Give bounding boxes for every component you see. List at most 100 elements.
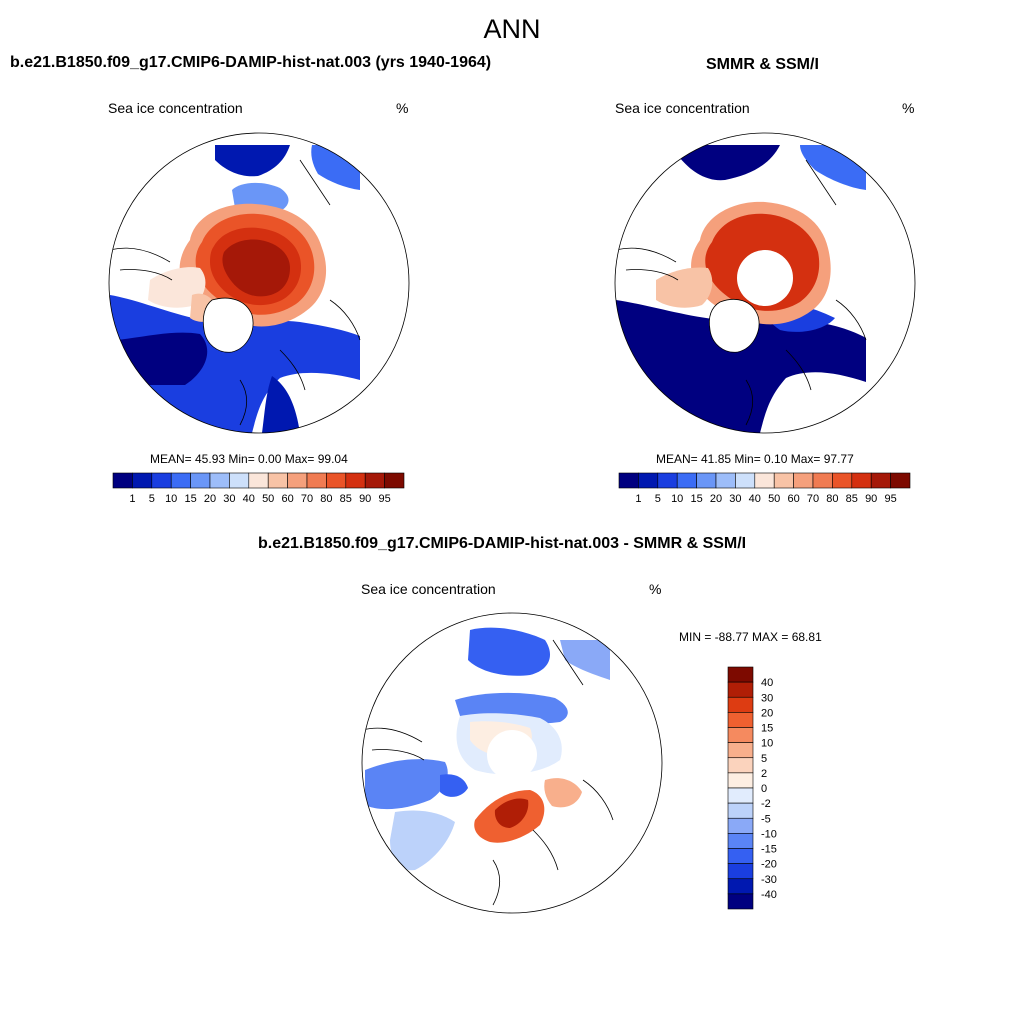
page-title: ANN xyxy=(483,14,541,44)
panel1-colorbar-tick-label: 30 xyxy=(223,493,235,505)
panel3-colorbar-swatch xyxy=(727,833,754,849)
map3-diff-neg-b xyxy=(560,640,610,680)
panel3-colorbar-tick-label: 20 xyxy=(761,707,773,719)
panel1-colorbar-swatch xyxy=(267,472,288,489)
panel1-colorbar-swatch xyxy=(364,472,385,489)
panel3-units-label: % xyxy=(649,581,662,597)
panel2-left-label: Sea ice concentration xyxy=(615,100,750,116)
map1-ice-arch xyxy=(148,267,206,308)
panel1-colorbar-tick-label: 40 xyxy=(243,493,255,505)
panel2-colorbar-tick-label: 10 xyxy=(671,493,683,505)
panel2-colorbar-swatch xyxy=(890,472,911,489)
map3-diff-neg-e xyxy=(390,810,455,871)
panel3-colorbar-swatch xyxy=(727,787,754,804)
map3-diff-pos-c xyxy=(544,778,582,808)
panel2-colorbar-swatch xyxy=(618,472,639,489)
panel3-colorbar-swatch xyxy=(727,878,754,895)
panel2-colorbar-tick-label: 5 xyxy=(655,493,661,505)
panel3-colorbar-swatch xyxy=(727,772,754,789)
panel1-colorbar-swatch xyxy=(326,472,347,489)
panel1-colorbar-tick-label: 90 xyxy=(359,493,371,505)
panel1-colorbar-swatch xyxy=(384,472,405,489)
panel2-title: SMMR & SSM/I xyxy=(706,56,819,73)
panel1-colorbar-swatch xyxy=(345,472,366,489)
map2-pole-hole xyxy=(737,250,793,306)
panel2-colorbar-swatch xyxy=(735,472,756,489)
map2-ice-low-a xyxy=(616,300,866,433)
panel2-colorbar-tick-label: 90 xyxy=(865,493,877,505)
panel1-colorbar-tick-label: 95 xyxy=(378,493,390,505)
panel3-colorbar-swatch xyxy=(727,666,754,683)
panel2-colorbar-swatch xyxy=(715,472,736,489)
map1-ice-low-b xyxy=(118,332,208,385)
panel1-colorbar-swatch xyxy=(229,472,250,489)
panel3-colorbar-swatch xyxy=(727,757,754,774)
panel1-colorbar-tick-label: 80 xyxy=(320,493,332,505)
panel3-colorbar-tick-label: 15 xyxy=(761,723,773,735)
map1-polar-plot xyxy=(109,133,409,433)
panel1-colorbar-swatch xyxy=(248,472,269,489)
panel3-colorbar-tick-label: -30 xyxy=(761,874,777,886)
panel2-colorbar-swatch xyxy=(676,472,697,489)
panel2-colorbar-tick-label: 50 xyxy=(768,493,780,505)
panel1-colorbar-swatch xyxy=(112,472,133,489)
panel3-colorbar-tick-label: -10 xyxy=(761,828,777,840)
panel2-colorbar-swatch xyxy=(812,472,833,489)
map3-pole-hole xyxy=(487,730,537,780)
panel2-colorbar-swatch xyxy=(793,472,814,489)
panel1-colorbar-tick-label: 10 xyxy=(165,493,177,505)
panel3-colorbar-swatch xyxy=(727,863,754,880)
panel3-colorbar-swatch xyxy=(727,681,754,698)
panel2-colorbar-tick-label: 15 xyxy=(690,493,702,505)
panel1-colorbar-tick-label: 60 xyxy=(281,493,293,505)
map3-diff-neg-a xyxy=(468,627,550,676)
panel2-stats: MEAN= 41.85 Min= 0.10 Max= 97.77 xyxy=(656,452,854,466)
map3-diff-neg-d xyxy=(365,759,448,810)
map1-ice-low-a xyxy=(110,295,360,433)
panel1-title: b.e21.B1850.f09_g17.CMIP6-DAMIP-hist-nat… xyxy=(10,54,492,71)
panel3-colorbar-tick-label: -15 xyxy=(761,844,777,856)
panel2-colorbar-swatch xyxy=(851,472,872,489)
panel3-colorbar-tick-label: 0 xyxy=(761,783,767,795)
map1-ice-low-d xyxy=(215,145,290,177)
panel3-colorbar-swatch xyxy=(727,817,754,834)
panel1-left-label: Sea ice concentration xyxy=(108,100,243,116)
panel2-colorbar-tick-label: 40 xyxy=(749,493,761,505)
panel2-colorbar-tick-label: 20 xyxy=(710,493,722,505)
map3-diff-pos-b xyxy=(494,798,529,828)
panel1-colorbar-tick-label: 20 xyxy=(204,493,216,505)
map1-ice-low-c xyxy=(262,376,300,433)
panel1-colorbar-swatch xyxy=(170,472,191,489)
panel3-stats: MIN = -88.77 MAX = 68.81 xyxy=(679,630,822,644)
panel2-units-label: % xyxy=(902,100,915,116)
panel1-colorbar-tick-label: 85 xyxy=(340,493,352,505)
panel1-colorbar-tick-label: 15 xyxy=(184,493,196,505)
panel1-colorbar-swatch xyxy=(209,472,230,489)
panel1-colorbar-swatch xyxy=(151,472,172,489)
panel1-colorbar-swatch xyxy=(190,472,211,489)
map2-boundary-circle xyxy=(614,132,916,434)
panel3-colorbar-tick-label: -40 xyxy=(761,889,777,901)
panel3-colorbar-swatch xyxy=(727,696,754,713)
panel2-colorbar-tick-label: 1 xyxy=(635,493,641,505)
panel3-colorbar-tick-label: 40 xyxy=(761,677,773,689)
map2-polar-plot xyxy=(615,133,915,433)
map2-ice-low-c xyxy=(680,145,780,181)
panel3-colorbar-tick-label: 10 xyxy=(761,738,773,750)
panel2-colorbar-tick-label: 60 xyxy=(787,493,799,505)
panel3-colorbar-tick-label: -2 xyxy=(761,798,771,810)
panel3-colorbar-swatch xyxy=(727,712,754,728)
panel2-colorbar-swatch xyxy=(657,472,678,489)
panel1-colorbar-tick-label: 1 xyxy=(129,493,135,505)
map2-ice-arch xyxy=(656,267,713,308)
panel2-colorbar-swatch xyxy=(832,472,853,489)
panel1-colorbar: 1 5 10 15 20 30 40 50 60 70 80 85 90 95 xyxy=(112,472,405,505)
panel1-units-label: % xyxy=(396,100,409,116)
panel2-colorbar: 1 5 10 15 20 30 40 50 60 70 80 85 90 95 xyxy=(618,472,911,505)
panel2-colorbar-swatch xyxy=(773,472,794,489)
panel3-title: b.e21.B1850.f09_g17.CMIP6-DAMIP-hist-nat… xyxy=(258,535,747,552)
map1-greenland xyxy=(202,297,254,353)
panel2-colorbar-swatch xyxy=(638,472,659,489)
map1-ice-mid-a xyxy=(232,182,289,210)
